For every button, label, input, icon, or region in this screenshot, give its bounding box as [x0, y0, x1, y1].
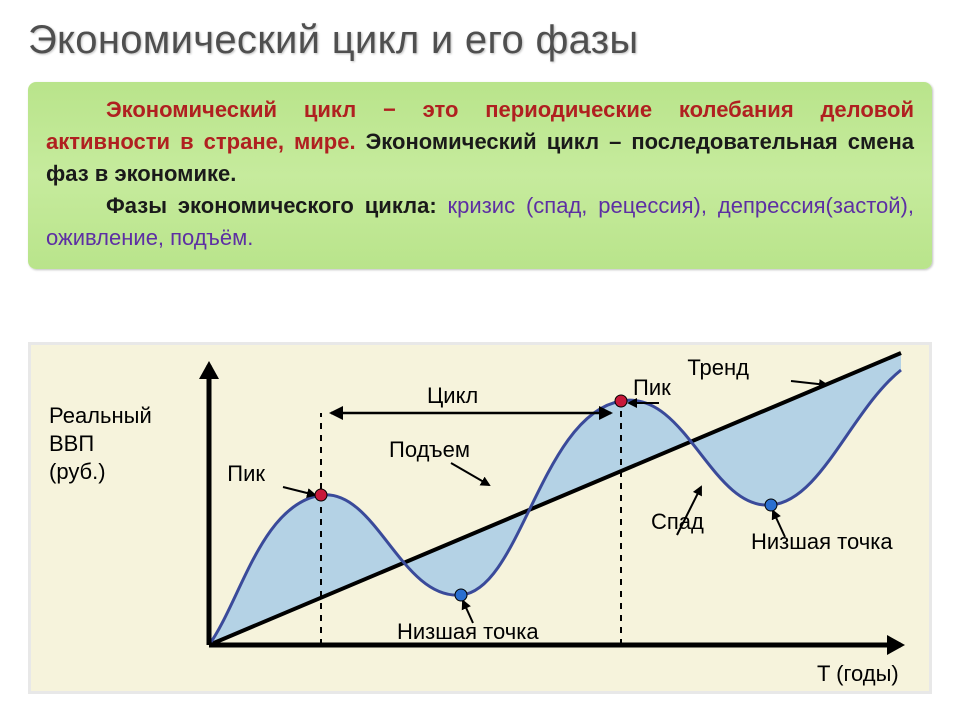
economic-cycle-chart: Реальный ВВП (руб.) T (годы) Цикл Подъем Пик Пи…: [31, 345, 929, 691]
callout-arrow-3: [451, 463, 489, 485]
label-low-1: Низшая точка: [397, 619, 539, 644]
label-peak-1: Пик: [227, 461, 265, 486]
term-economic-cycle: Экономический цикл: [106, 97, 356, 122]
y-axis-label-1: ВВП: [49, 431, 94, 456]
callout-arrow-2: [791, 381, 827, 385]
phases-lead: Фазы экономического цикла: [106, 193, 429, 218]
label-trend: Тренд: [687, 355, 749, 380]
label-spad: Спад: [651, 509, 704, 534]
label-peak-2: Пик: [633, 375, 671, 400]
definition-box: Экономический цикл − это периодические к…: [28, 82, 932, 269]
x-axis-label: T (годы): [817, 661, 899, 686]
trough-point-0: [455, 589, 467, 601]
label-low-2: Низшая точка: [751, 529, 893, 554]
peak-point-0: [315, 489, 327, 501]
trough-point-1: [765, 499, 777, 511]
chart-panel: Реальный ВВП (руб.) T (годы) Цикл Подъем Пик Пи…: [28, 342, 932, 694]
callout-arrow-0: [283, 487, 315, 495]
y-axis-arrow: [199, 361, 219, 379]
slide-title: Экономический цикл и его фазы: [28, 18, 638, 63]
slide: Экономический цикл и его фазы Экономичес…: [0, 0, 960, 720]
label-podyom: Подъем: [389, 437, 470, 462]
y-axis-label-0: Реальный: [49, 403, 152, 428]
y-axis-label-2: (руб.): [49, 459, 106, 484]
peak-point-1: [615, 395, 627, 407]
label-cycle: Цикл: [427, 383, 478, 408]
x-axis-arrow: [887, 635, 905, 655]
